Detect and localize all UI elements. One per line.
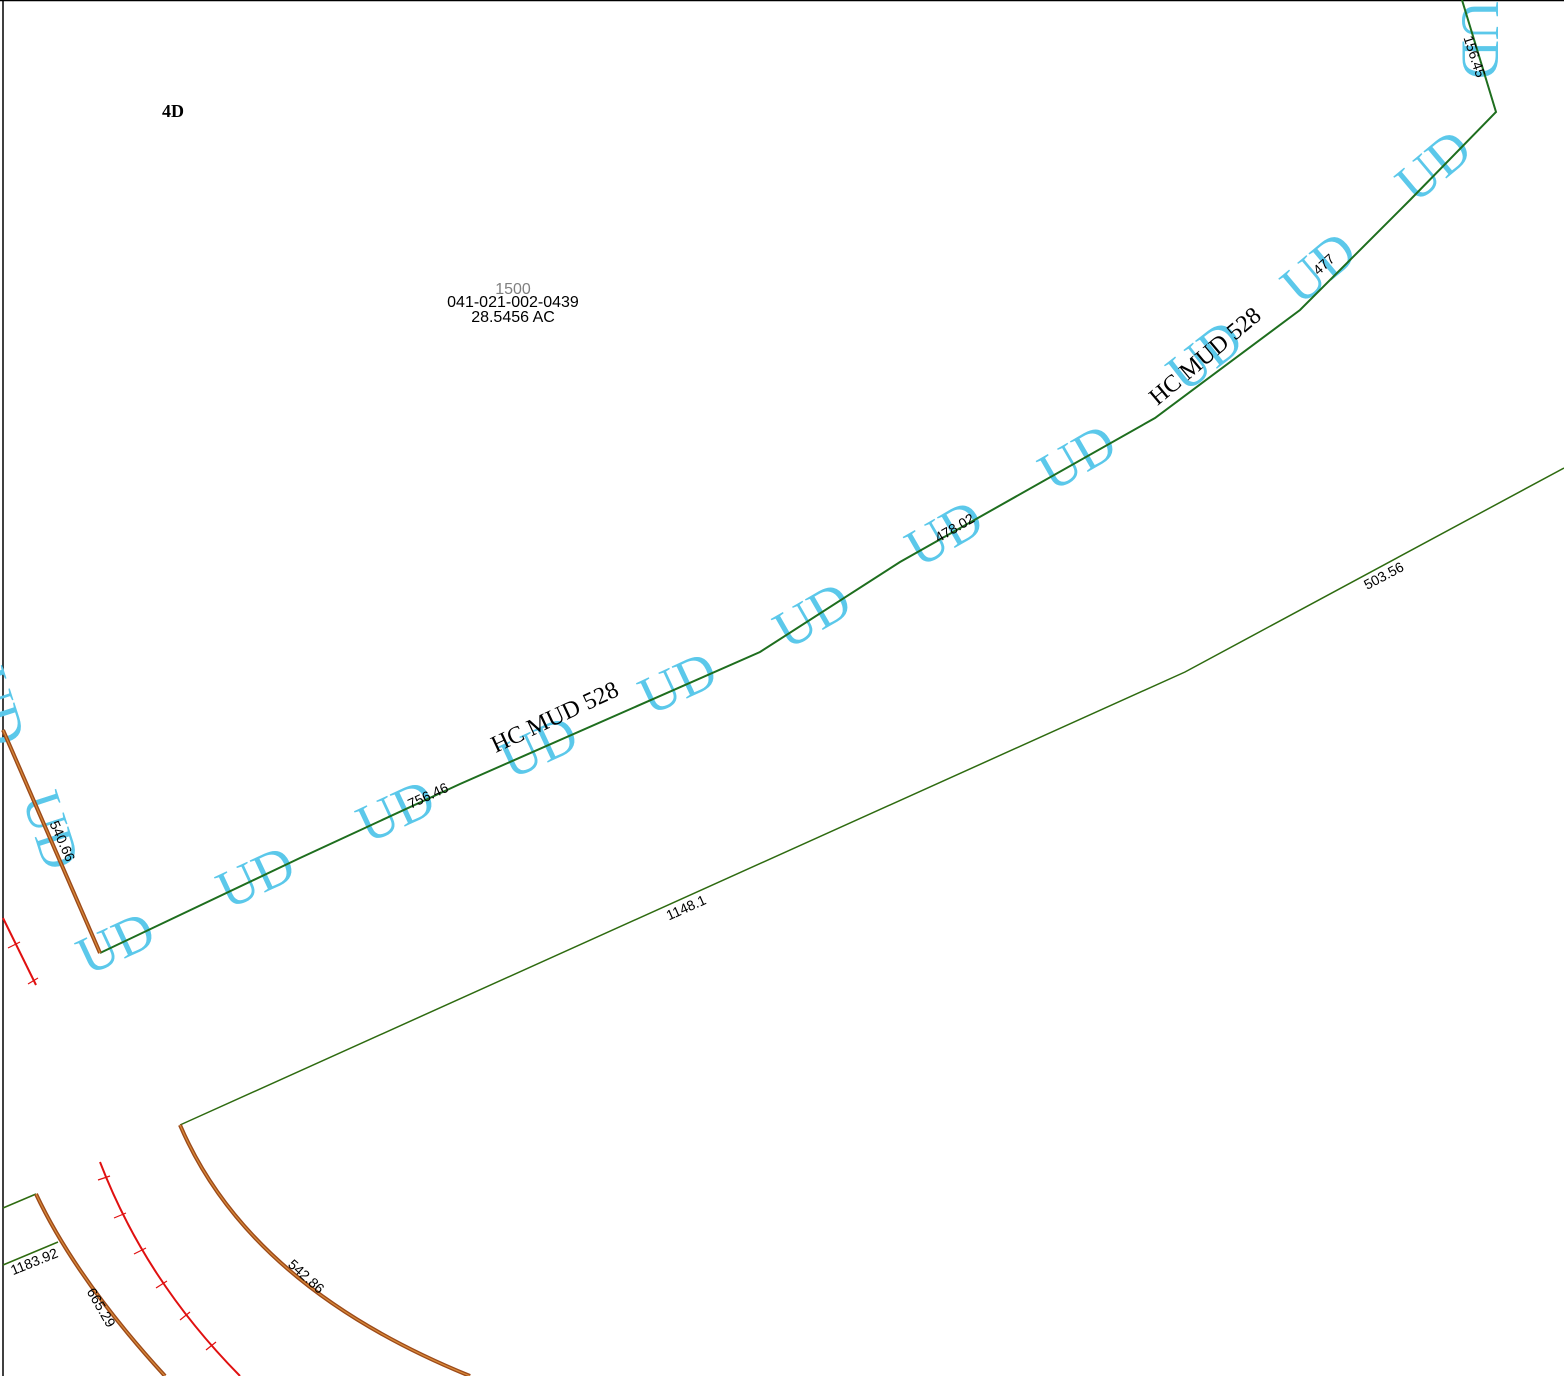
railroad-tick xyxy=(113,1212,127,1219)
parcel-line-left-b[interactable] xyxy=(2,1241,59,1266)
road-edge-upper-inner xyxy=(2,729,101,954)
zone-label: 4D xyxy=(162,101,184,121)
ud-symbols: UD UD UD UD UD UD UD UD UD UD UD UD UD U… xyxy=(0,1,1511,987)
railroad-upper xyxy=(2,917,37,986)
road-curve-left-inner xyxy=(35,1193,166,1376)
railroad xyxy=(2,917,241,1376)
road-curve-right-inner xyxy=(179,1124,471,1376)
dimension-label: 542.86 xyxy=(285,1256,328,1297)
railroad-tick xyxy=(133,1247,147,1255)
railroad-tick xyxy=(27,977,39,985)
railroad-tick xyxy=(7,941,21,949)
ud-symbol: UD xyxy=(1028,412,1126,503)
railroad-tick xyxy=(205,1341,217,1351)
ud-symbol: UD xyxy=(208,833,304,920)
parcel-acreage: 28.5456 AC xyxy=(471,309,555,326)
road-curve-right xyxy=(178,1124,471,1376)
district-boundary[interactable] xyxy=(99,0,1498,954)
ud-symbol: UD xyxy=(1451,1,1511,79)
railroad-lower xyxy=(99,1161,241,1376)
dimension-label: 665.29 xyxy=(84,1285,119,1330)
ud-symbol: UD xyxy=(763,570,861,661)
ud-symbol: UD xyxy=(630,639,726,726)
dimension-label: 1183.92 xyxy=(8,1245,60,1278)
railroad-tick xyxy=(155,1280,168,1289)
dimension-labels: 156.45 477 478.02 756.46 540.66 503.56 1… xyxy=(8,34,1489,1331)
railroad-tick xyxy=(179,1311,191,1321)
road-edges xyxy=(1,729,471,1376)
ud-symbol: UD xyxy=(348,767,444,854)
railroad-tick xyxy=(97,1175,111,1181)
dimension-label: 503.56 xyxy=(1361,558,1407,592)
parcel-line-south[interactable] xyxy=(179,467,1564,1126)
parcel-address: 1500 xyxy=(495,281,531,298)
parcel-line-left-a[interactable] xyxy=(2,1193,37,1209)
ud-symbol: UD xyxy=(1384,118,1482,214)
parcel-account: 041-021-002-0439 xyxy=(447,294,579,311)
road-curve-left xyxy=(34,1193,167,1376)
